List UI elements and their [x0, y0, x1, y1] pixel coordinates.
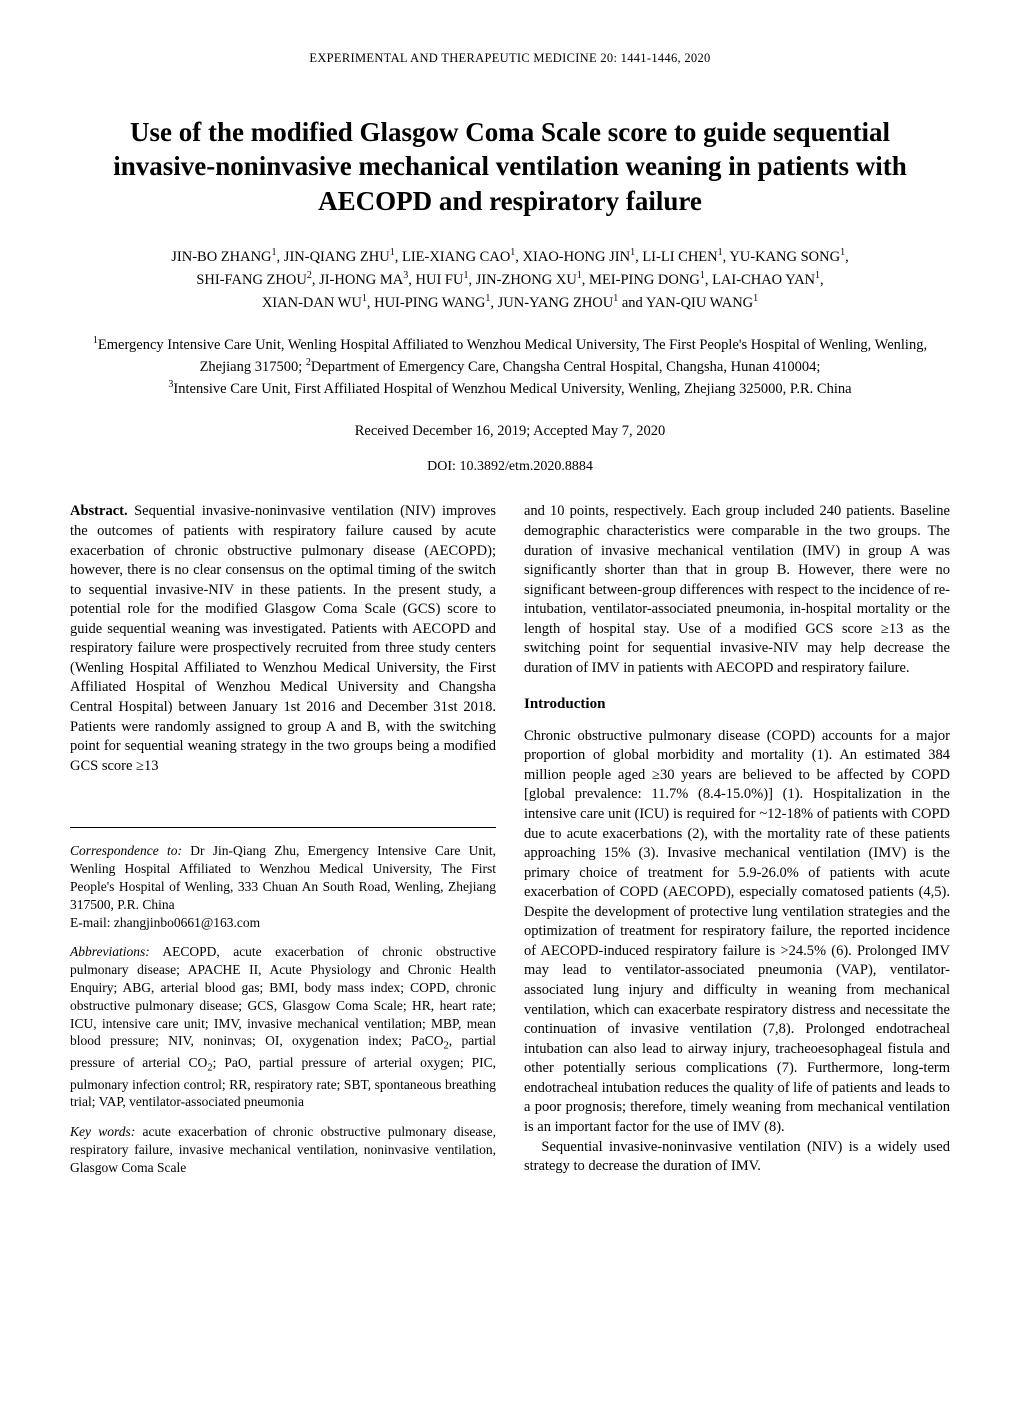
article-title: Use of the modified Glasgow Coma Scale s… [80, 115, 940, 219]
abstract-body: Sequential invasive-noninvasive ventilat… [70, 503, 496, 773]
abbreviations-label: Abbreviations: [70, 944, 150, 959]
abstract-paragraph: Abstract. Sequential invasive-noninvasiv… [70, 502, 496, 776]
two-column-body: Abstract. Sequential invasive-noninvasiv… [70, 502, 950, 1176]
left-column: Abstract. Sequential invasive-noninvasiv… [70, 502, 496, 1176]
affiliations: 1Emergency Intensive Care Unit, Wenling … [76, 334, 944, 400]
abbreviations-body: AECOPD, acute exacerbation of chronic ob… [70, 944, 496, 1048]
affil-text: Department of Emergency Care, Changsha C… [311, 359, 821, 375]
author-sep: , JUN-YANG ZHOU [490, 295, 613, 311]
right-column: and 10 points, respectively. Each group … [524, 502, 950, 1176]
correspondence-block: Correspondence to: Dr Jin-Qiang Zhu, Eme… [70, 842, 496, 931]
received-accepted: Received December 16, 2019; Accepted May… [70, 422, 950, 442]
introduction-p2: Sequential invasive-noninvasive ventilat… [524, 1138, 950, 1177]
email-label: E-mail: [70, 915, 114, 930]
abbreviations-block: Abbreviations: AECOPD, acute exacerbatio… [70, 943, 496, 1111]
column-spacer [70, 776, 496, 809]
author-sep: , [845, 248, 849, 264]
author-sep: , YU-KANG SONG [723, 248, 840, 264]
author-sep: , LI-LI CHEN [635, 248, 718, 264]
author-sep: , HUI FU [408, 272, 463, 288]
keywords-block: Key words: acute exacerbation of chronic… [70, 1123, 496, 1176]
correspondence-label: Correspondence to: [70, 843, 182, 858]
email-value: zhangjinbo0661@163.com [114, 915, 260, 930]
abstract-label: Abstract. [70, 503, 128, 519]
author-sep: , HUI-PING WANG [367, 295, 486, 311]
author-name: JIN-BO ZHANG [171, 248, 271, 264]
author-sep: and YAN-QIU WANG [618, 295, 753, 311]
doi: DOI: 10.3892/etm.2020.8884 [70, 458, 950, 477]
author-name: SHI-FANG ZHOU [196, 272, 307, 288]
author-sep: , JIN-ZHONG XU [468, 272, 576, 288]
author-name: XIAN-DAN WU [262, 295, 362, 311]
keywords-label: Key words: [70, 1124, 135, 1139]
author-sep: , LIE-XIANG CAO [395, 248, 511, 264]
footnote-rule [70, 827, 496, 828]
journal-running-head: EXPERIMENTAL AND THERAPEUTIC MEDICINE 20… [70, 50, 950, 67]
affil-ref: 1 [753, 293, 758, 304]
author-sep: , XIAO-HONG JIN [515, 248, 630, 264]
introduction-p1: Chronic obstructive pulmonary disease (C… [524, 727, 950, 1138]
author-sep: , JIN-QIANG ZHU [277, 248, 390, 264]
author-list: JIN-BO ZHANG1, JIN-QIANG ZHU1, LIE-XIANG… [80, 245, 940, 315]
author-sep: , MEI-PING DONG [582, 272, 700, 288]
abstract-continuation: and 10 points, respectively. Each group … [524, 502, 950, 678]
affil-text: Intensive Care Unit, First Affiliated Ho… [173, 381, 851, 397]
author-sep: , [820, 272, 824, 288]
author-sep: , LAI-CHAO YAN [705, 272, 815, 288]
author-sep: , JI-HONG MA [312, 272, 403, 288]
section-heading-introduction: Introduction [524, 694, 950, 714]
